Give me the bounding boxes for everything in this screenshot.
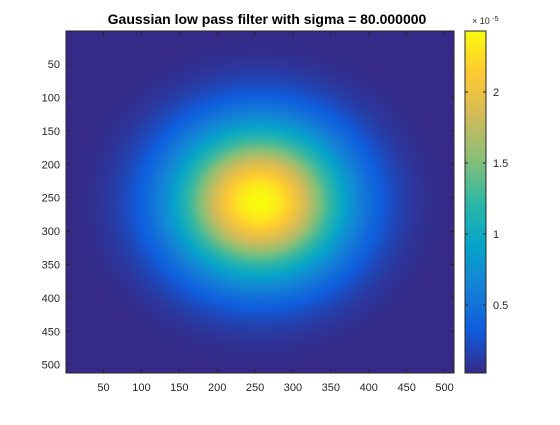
y-tick-label: 200 [42,159,60,171]
colorbar: × 10 -5 0.5 1 1.5 2 [464,16,508,374]
x-tick-label: 300 [284,382,302,394]
x-tick-label: 200 [208,382,226,394]
y-tick-label: 350 [42,259,60,271]
x-tick-label: 450 [397,382,415,394]
x-tick-label: 100 [132,382,150,394]
colorbar-exponent-label: × 10 -5 [472,16,499,27]
heatmap-plot-area: 50 100 150 200 250 300 350 400 450 500 50 100 150 20… [42,30,455,394]
y-axis-ticks: 50 100 150 200 250 300 350 400 450 500 [42,59,454,372]
x-tick-label: 50 [97,382,109,394]
colorbar-frame [464,30,487,374]
y-tick-label: 400 [42,293,60,305]
x-tick-label: 250 [246,382,264,394]
colorbar-tick-label: 0.5 [493,300,508,312]
colorbar-tick-label: 1.5 [493,158,508,170]
colorbar-exponent-base: × 10 [472,16,490,26]
x-tick-label: 350 [322,382,340,394]
colorbar-tick-label: 1 [493,229,499,241]
colorbar-exponent-power: -5 [492,16,498,23]
y-tick-label: 100 [42,92,60,104]
chart-title: Gaussian low pass filter with sigma = 80… [108,11,427,27]
y-tick-label: 250 [42,193,60,205]
colorbar-gradient [465,31,486,373]
plot-frame [65,30,455,374]
colorbar-ticks: 0.5 1 1.5 2 [465,87,508,312]
x-axis-ticks: 50 100 150 200 250 300 350 400 450 500 [97,31,454,394]
x-tick-label: 400 [360,382,378,394]
y-tick-label: 150 [42,126,60,138]
heatmap-gaussian-surface [66,31,454,373]
y-tick-label: 50 [48,59,60,71]
y-tick-label: 300 [42,226,60,238]
y-tick-label: 500 [42,360,60,372]
colorbar-tick-label: 2 [493,87,499,99]
y-tick-label: 450 [42,326,60,338]
x-tick-label: 150 [170,382,188,394]
x-tick-label: 500 [435,382,453,394]
